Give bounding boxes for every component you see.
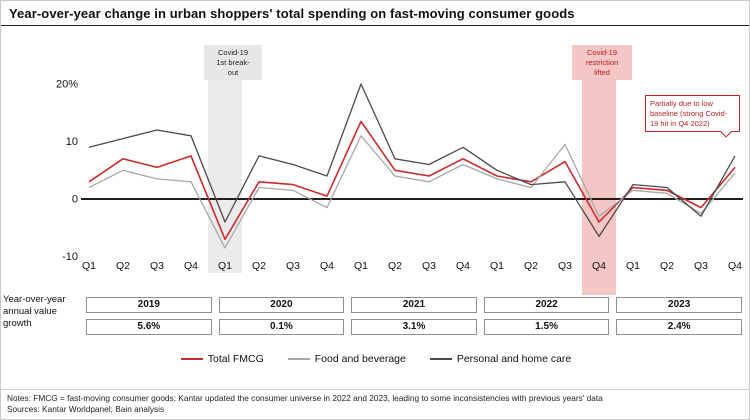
series-line-food-and-beverage	[88, 135, 736, 249]
x-axis-tick: Q2	[388, 260, 402, 272]
x-axis-tick: Q1	[218, 260, 232, 272]
growth-value-cell: 2.4%	[616, 319, 742, 335]
y-axis-tick: 20%	[56, 79, 78, 91]
year-cell: 2021	[351, 297, 477, 313]
year-cell: 2023	[616, 297, 742, 313]
growth-value-cell: 5.6%	[86, 319, 212, 335]
x-axis-tick: Q4	[320, 260, 334, 272]
callout-low-baseline-text: Partially due to low baseline (strong Co…	[650, 99, 728, 128]
growth-value-cell: 1.5%	[483, 319, 610, 335]
legend-label: Personal and home care	[456, 353, 572, 365]
x-axis-tick: Q1	[354, 260, 368, 272]
x-axis-tick: Q1	[82, 260, 96, 272]
x-axis-tick: Q1	[626, 260, 640, 272]
callout-covid-breakout: Covid-19 1st break- out	[204, 45, 262, 81]
x-axis-tick: Q2	[116, 260, 130, 272]
legend-swatch	[429, 358, 452, 360]
x-axis-tick: Q3	[286, 260, 300, 272]
notes-line: Notes: FMCG = fast-moving consumer goods…	[7, 393, 603, 403]
x-axis-tick: Q2	[524, 260, 538, 272]
y-axis-tick: 10	[66, 136, 78, 148]
sources-line: Sources: Kantar Worldpanel; Bain analysi…	[7, 404, 165, 415]
x-axis-tick: Q3	[558, 260, 572, 272]
legend-label: Food and beverage	[314, 353, 406, 365]
x-axis-tick: Q2	[660, 260, 674, 272]
year-cell: 2020	[218, 297, 345, 313]
callout-low-baseline: Partially due to low baseline (strong Co…	[645, 95, 740, 138]
y-axis-tick: -10	[62, 251, 78, 263]
series-line-personal-and-home-care	[88, 83, 736, 238]
legend-item: Total FMCG	[180, 353, 264, 365]
title-divider	[1, 25, 749, 26]
x-axis-tick: Q4	[592, 260, 606, 272]
chart-legend: Total FMCG Food and beverage Personal and …	[1, 353, 749, 365]
x-axis-tick: Q3	[422, 260, 436, 272]
y-axis-tick: 0	[72, 194, 78, 206]
x-axis-tick: Q4	[728, 260, 742, 272]
legend-item: Personal and home care	[429, 353, 572, 365]
growth-value-cell: 3.1%	[351, 319, 477, 335]
year-cell: 2022	[483, 297, 610, 313]
table-row-label: Year-over-year annual value growth	[3, 294, 66, 329]
callout-covid-restriction-lifted: Covid-19 restriction lifted	[572, 45, 632, 81]
year-row: 2019 2020 2021 2022 2023	[86, 297, 742, 313]
x-axis-tick: Q4	[184, 260, 198, 272]
legend-label: Total FMCG	[207, 353, 264, 365]
covid-lifted-band	[582, 45, 616, 295]
covid-breakout-band	[208, 45, 242, 273]
x-axis-tick: Q1	[490, 260, 504, 272]
line-chart: 20% 10 0 -10 Q1 Q2 Q3 Q4 Q1 Q2 Q3 Q4 Q1 Q2 Q3 Q4 Q1 Q2 Q3 Q…	[56, 45, 743, 295]
x-axis-tick: Q3	[150, 260, 164, 272]
legend-swatch	[287, 358, 310, 360]
series-line-total-fmcg	[88, 120, 736, 241]
legend-item: Food and beverage	[287, 353, 406, 365]
x-axis-tick: Q3	[694, 260, 708, 272]
footnotes: Notes: FMCG = fast-moving consumer goods…	[1, 389, 749, 415]
growth-value-cell: 0.1%	[218, 319, 345, 335]
page-title: Year-over-year change in urban shoppers'…	[9, 6, 575, 21]
growth-value-row: 5.6% 0.1% 3.1% 1.5% 2.4%	[86, 319, 742, 335]
year-cell: 2019	[86, 297, 212, 313]
legend-swatch	[180, 358, 203, 360]
x-axis-tick: Q2	[252, 260, 266, 272]
x-axis-tick: Q4	[456, 260, 470, 272]
